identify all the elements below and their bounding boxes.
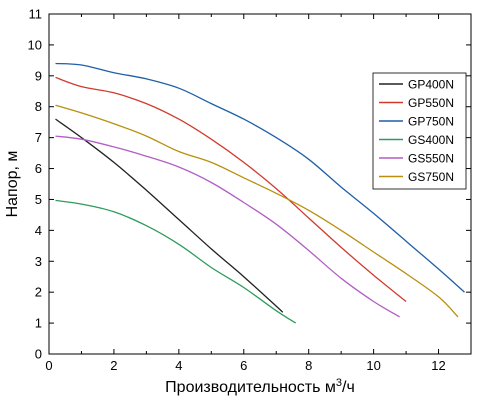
x-axis: 0 2 4 6 8 10 12 [45, 14, 446, 373]
y-tick-label: 10 [28, 37, 42, 52]
legend-label-gs750n: GS750N [408, 170, 454, 184]
x-tick-label: 4 [175, 358, 182, 373]
y-tick-label: 7 [35, 130, 42, 145]
y-tick-label: 8 [35, 99, 42, 114]
legend-label-gp750n: GP750N [408, 115, 454, 129]
x-axis-title-text: Производительность м [165, 379, 336, 396]
x-tick-label: 2 [110, 358, 117, 373]
x-tick-label: 8 [305, 358, 312, 373]
x-axis-title-unit: /ч [342, 379, 355, 396]
x-tick-label: 0 [45, 358, 52, 373]
legend-box [372, 72, 467, 190]
y-tick-label: 9 [35, 68, 42, 83]
x-tick-label: 6 [240, 358, 247, 373]
y-tick-label: 11 [29, 7, 43, 22]
y-tick-label: 1 [35, 316, 42, 331]
y-tick-label: 0 [35, 347, 42, 362]
series-line-gs550n [55, 135, 400, 318]
x-axis-title-sup: 3 [336, 377, 342, 389]
series-line-gp400n [55, 118, 284, 313]
y-tick-label: 2 [35, 285, 42, 300]
legend-label-gs550n: GS550N [408, 152, 454, 166]
y-tick-label: 5 [35, 192, 42, 207]
y-tick-label: 6 [35, 161, 42, 176]
legend: GP400N GP550N GP750N GS400N GS550N GS750N [372, 72, 467, 190]
plot-frame [48, 13, 472, 355]
legend-label-gs400n: GS400N [408, 133, 454, 147]
y-axis-title: Напор, м [4, 151, 21, 218]
legend-label-gp550n: GP550N [408, 96, 454, 110]
x-tick-label: 12 [431, 358, 445, 373]
x-tick-label: 10 [366, 358, 380, 373]
series-line-gs750n [55, 104, 459, 318]
y-axis: 0 1 2 3 4 5 6 7 8 9 10 11 [28, 7, 471, 362]
series-layer [55, 62, 465, 324]
x-axis-title: Производительность м3/ч [165, 377, 355, 396]
series-line-gs400n [55, 199, 297, 324]
series-line-gp550n [55, 76, 407, 303]
legend-label-gp400n: GP400N [408, 78, 454, 92]
y-tick-label: 3 [35, 254, 42, 269]
series-line-gp750n [55, 62, 465, 293]
y-tick-label: 4 [35, 223, 42, 238]
